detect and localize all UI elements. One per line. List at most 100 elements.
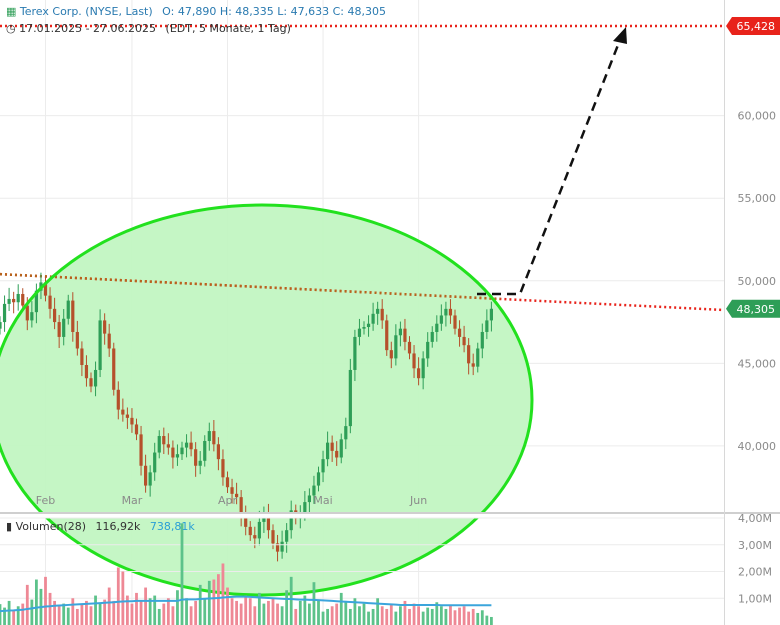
volume-bar: [98, 603, 102, 625]
candle-body: [339, 439, 343, 458]
volume-bar: [35, 579, 38, 625]
y-tick-label-40: 40,000: [738, 440, 777, 453]
volume-bar: [262, 603, 266, 625]
volume-bar: [453, 610, 457, 625]
x-tick-label-Jun: Jun: [409, 494, 427, 507]
candle-body: [103, 320, 107, 334]
candle-body: [184, 442, 189, 448]
candle-body: [89, 378, 93, 387]
candle-body: [25, 305, 29, 321]
candle-body: [180, 447, 184, 455]
candle-body: [121, 409, 125, 415]
candle-body: [93, 369, 98, 387]
volume-bar: [330, 606, 334, 625]
candle-body: [12, 298, 16, 303]
candle-body: [66, 300, 70, 319]
candle-body: [448, 308, 453, 316]
volume-bar: [71, 598, 75, 625]
candle-body: [366, 323, 371, 328]
volume-average: [0, 595, 492, 613]
x-tick-label-Mar: Mar: [122, 494, 143, 507]
volume-bar: [130, 603, 134, 625]
volume-bar: [203, 598, 207, 625]
candle-body: [371, 313, 375, 324]
volume-bar: [21, 603, 25, 625]
candles-icon: ▦: [6, 5, 17, 18]
volume-bar: [276, 603, 279, 625]
volume-bar: [289, 576, 293, 625]
y-tick-label-55: 55,000: [738, 192, 777, 205]
volume-icon: ▮: [6, 520, 13, 533]
candle-body: [275, 543, 280, 552]
candle-body: [75, 331, 79, 349]
volume-bar: [253, 606, 257, 625]
volume-bar: [0, 604, 2, 625]
pane-separator-fill: [0, 512, 780, 518]
candle-body: [430, 331, 434, 342]
candle-body: [444, 308, 448, 316]
volume-bar: [280, 606, 284, 625]
candle-body: [2, 303, 7, 323]
candle-body: [212, 431, 216, 445]
candle-body: [407, 341, 412, 354]
candle-body: [253, 535, 257, 539]
volume-bar: [103, 599, 107, 625]
volume-bar: [490, 616, 493, 625]
volume-bar: [44, 576, 47, 625]
volume-bar: [217, 574, 220, 625]
candle-body: [62, 318, 66, 337]
volume-bar: [53, 600, 56, 625]
price-axis[interactable]: 40,000 45,000 50,000 55,000 60,000: [724, 0, 777, 625]
candle-body: [43, 282, 48, 296]
candle-body: [312, 485, 316, 496]
candles: [0, 272, 493, 562]
candle-body: [125, 414, 129, 418]
candle-body: [435, 323, 439, 332]
volume-bar: [485, 615, 489, 625]
trend-line: [0, 272, 501, 301]
candle-body: [326, 442, 330, 460]
candle-body: [389, 350, 393, 359]
period-info: (EDT, 5 Monate, 1 Tag): [165, 22, 291, 35]
candle-body: [316, 472, 321, 486]
volume-bar: [371, 608, 375, 625]
volume-bar: [389, 603, 393, 625]
candle-body: [162, 436, 166, 445]
volume-bar: [467, 611, 471, 625]
volume-bar: [48, 592, 52, 625]
volume-bar: [230, 598, 234, 625]
volume-bar: [89, 606, 93, 625]
volume-bar: [267, 600, 270, 625]
candle-body: [0, 322, 2, 329]
vol-tick-label-4000000: 4,00M: [738, 512, 772, 525]
volume-bar: [335, 603, 339, 625]
volume-bar: [285, 590, 289, 625]
volume-bar: [248, 598, 252, 625]
candle-body: [107, 333, 111, 349]
volume-bar: [207, 580, 211, 625]
volume-bar: [16, 606, 20, 625]
candle-body: [266, 513, 271, 531]
volume-bar: [30, 599, 34, 625]
target-price-tag-text: 65,428: [737, 20, 776, 33]
volume-bar: [12, 610, 16, 625]
volume-bar: [148, 598, 152, 625]
volume-bar: [444, 608, 448, 625]
volume-bar: [57, 606, 61, 625]
highlight-ellipse-fill: [0, 205, 532, 595]
y-tick-label-50: 50,000: [738, 275, 777, 288]
candle-body: [57, 322, 61, 337]
ellipse-stroke-layer: [0, 203, 780, 597]
candle-body: [321, 459, 325, 473]
candle-body: [280, 541, 284, 552]
volume-bar: [112, 600, 116, 625]
candle-body: [84, 365, 89, 379]
volume-bar: [339, 592, 343, 625]
trend-line-layer: [0, 272, 725, 312]
candle-body: [376, 308, 380, 314]
volume-bar: [189, 606, 193, 625]
volume-bar: [157, 608, 161, 625]
candle-body: [112, 348, 116, 390]
candle-body: [398, 328, 402, 336]
candle-body: [30, 312, 34, 321]
